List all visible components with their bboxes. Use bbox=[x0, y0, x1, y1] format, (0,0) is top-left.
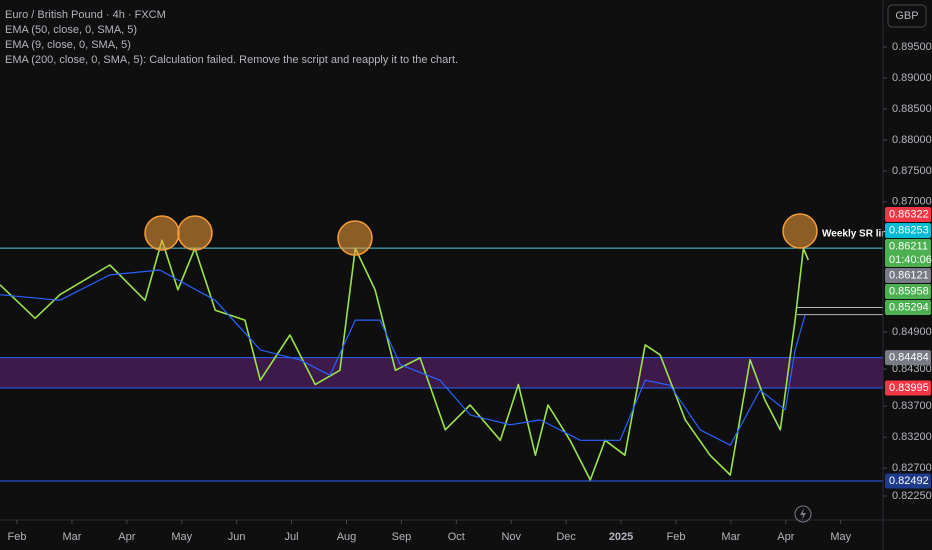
highlight-circle bbox=[337, 220, 373, 256]
y-tick-label: 0.82250 bbox=[892, 490, 932, 502]
x-tick-label: Jul bbox=[285, 531, 299, 543]
y-tick-label: 0.84900 bbox=[892, 326, 932, 338]
x-tick-label: Dec bbox=[556, 531, 576, 543]
alert-icon[interactable] bbox=[800, 508, 806, 520]
price-tag-label: 0.85294 bbox=[889, 301, 929, 313]
y-tick-label: 0.89500 bbox=[892, 41, 932, 53]
plot bbox=[0, 239, 883, 482]
x-tick-label: Mar bbox=[721, 531, 740, 543]
series-line bbox=[0, 269, 806, 446]
x-tick-label: Sep bbox=[392, 531, 412, 543]
price-tag-countdown: 01:40:06 bbox=[889, 254, 932, 266]
x-tick-label: Oct bbox=[448, 531, 465, 543]
price-tag-label: 0.86121 bbox=[889, 269, 929, 281]
x-tick-label: Feb bbox=[8, 531, 27, 543]
price-tag-label: 0.84484 bbox=[889, 352, 929, 364]
price-tag-label: 0.85958 bbox=[889, 285, 929, 297]
y-tick-label: 0.83700 bbox=[892, 400, 932, 412]
price-tag bbox=[885, 239, 931, 268]
price-tag bbox=[885, 350, 931, 366]
y-tick-label: 0.82700 bbox=[892, 462, 932, 474]
price-tag-label: 0.86322 bbox=[889, 208, 929, 220]
y-tick-label: 0.87000 bbox=[892, 196, 932, 208]
y-tick-label: 0.88500 bbox=[892, 103, 932, 115]
price-tag bbox=[885, 300, 931, 316]
price-tag bbox=[885, 207, 931, 223]
x-tick-label: Mar bbox=[62, 531, 81, 543]
x-tick-label: Apr bbox=[777, 531, 794, 543]
price-tag bbox=[885, 284, 931, 300]
highlight-circle bbox=[177, 215, 213, 251]
chart-title: Euro / British Pound · 4h · FXCM bbox=[5, 9, 166, 21]
y-tick-label: 0.83200 bbox=[892, 431, 932, 443]
y-tick-label: 0.88000 bbox=[892, 134, 932, 146]
currency-button[interactable] bbox=[887, 4, 927, 28]
currency[interactable]: GBP bbox=[895, 10, 918, 22]
x-tick-label: Aug bbox=[337, 531, 357, 543]
x-tick-label: Feb bbox=[666, 531, 685, 543]
price-tag bbox=[885, 223, 931, 239]
price-tag-label: 0.86253 bbox=[889, 224, 929, 236]
highlight-circle bbox=[144, 215, 180, 251]
price-tag bbox=[885, 268, 931, 284]
x-tick-label: May bbox=[171, 531, 192, 543]
price-tag bbox=[885, 380, 931, 396]
y-tick-label: 0.87500 bbox=[892, 165, 932, 177]
price-tag-label: 0.86211 bbox=[889, 240, 928, 252]
alert-icon[interactable] bbox=[794, 505, 812, 523]
x-tick-label: May bbox=[830, 531, 851, 543]
price-tag-label: 0.83995 bbox=[889, 382, 929, 394]
y-tick-label: 0.84300 bbox=[892, 363, 932, 375]
price-tag-label: 0.82492 bbox=[889, 475, 929, 487]
legend-note: EMA (9, close, 0, SMA, 5) bbox=[5, 39, 131, 51]
highlight-circle bbox=[782, 213, 818, 249]
annotation: Weekly SR line bbox=[822, 229, 893, 240]
legend-entry: EMA (50, close, 0, SMA, 5) bbox=[5, 24, 137, 36]
x-tick-label: Apr bbox=[118, 531, 135, 543]
x-tick-label: 2025 bbox=[609, 531, 633, 543]
x-tick-label: Nov bbox=[501, 531, 521, 543]
y-tick-label: 0.89000 bbox=[892, 72, 932, 84]
series-line bbox=[0, 239, 810, 481]
legend-note: EMA (200, close, 0, SMA, 5): Calculation… bbox=[5, 54, 458, 66]
x-tick-label: Jun bbox=[228, 531, 246, 543]
price-tag bbox=[885, 473, 931, 489]
